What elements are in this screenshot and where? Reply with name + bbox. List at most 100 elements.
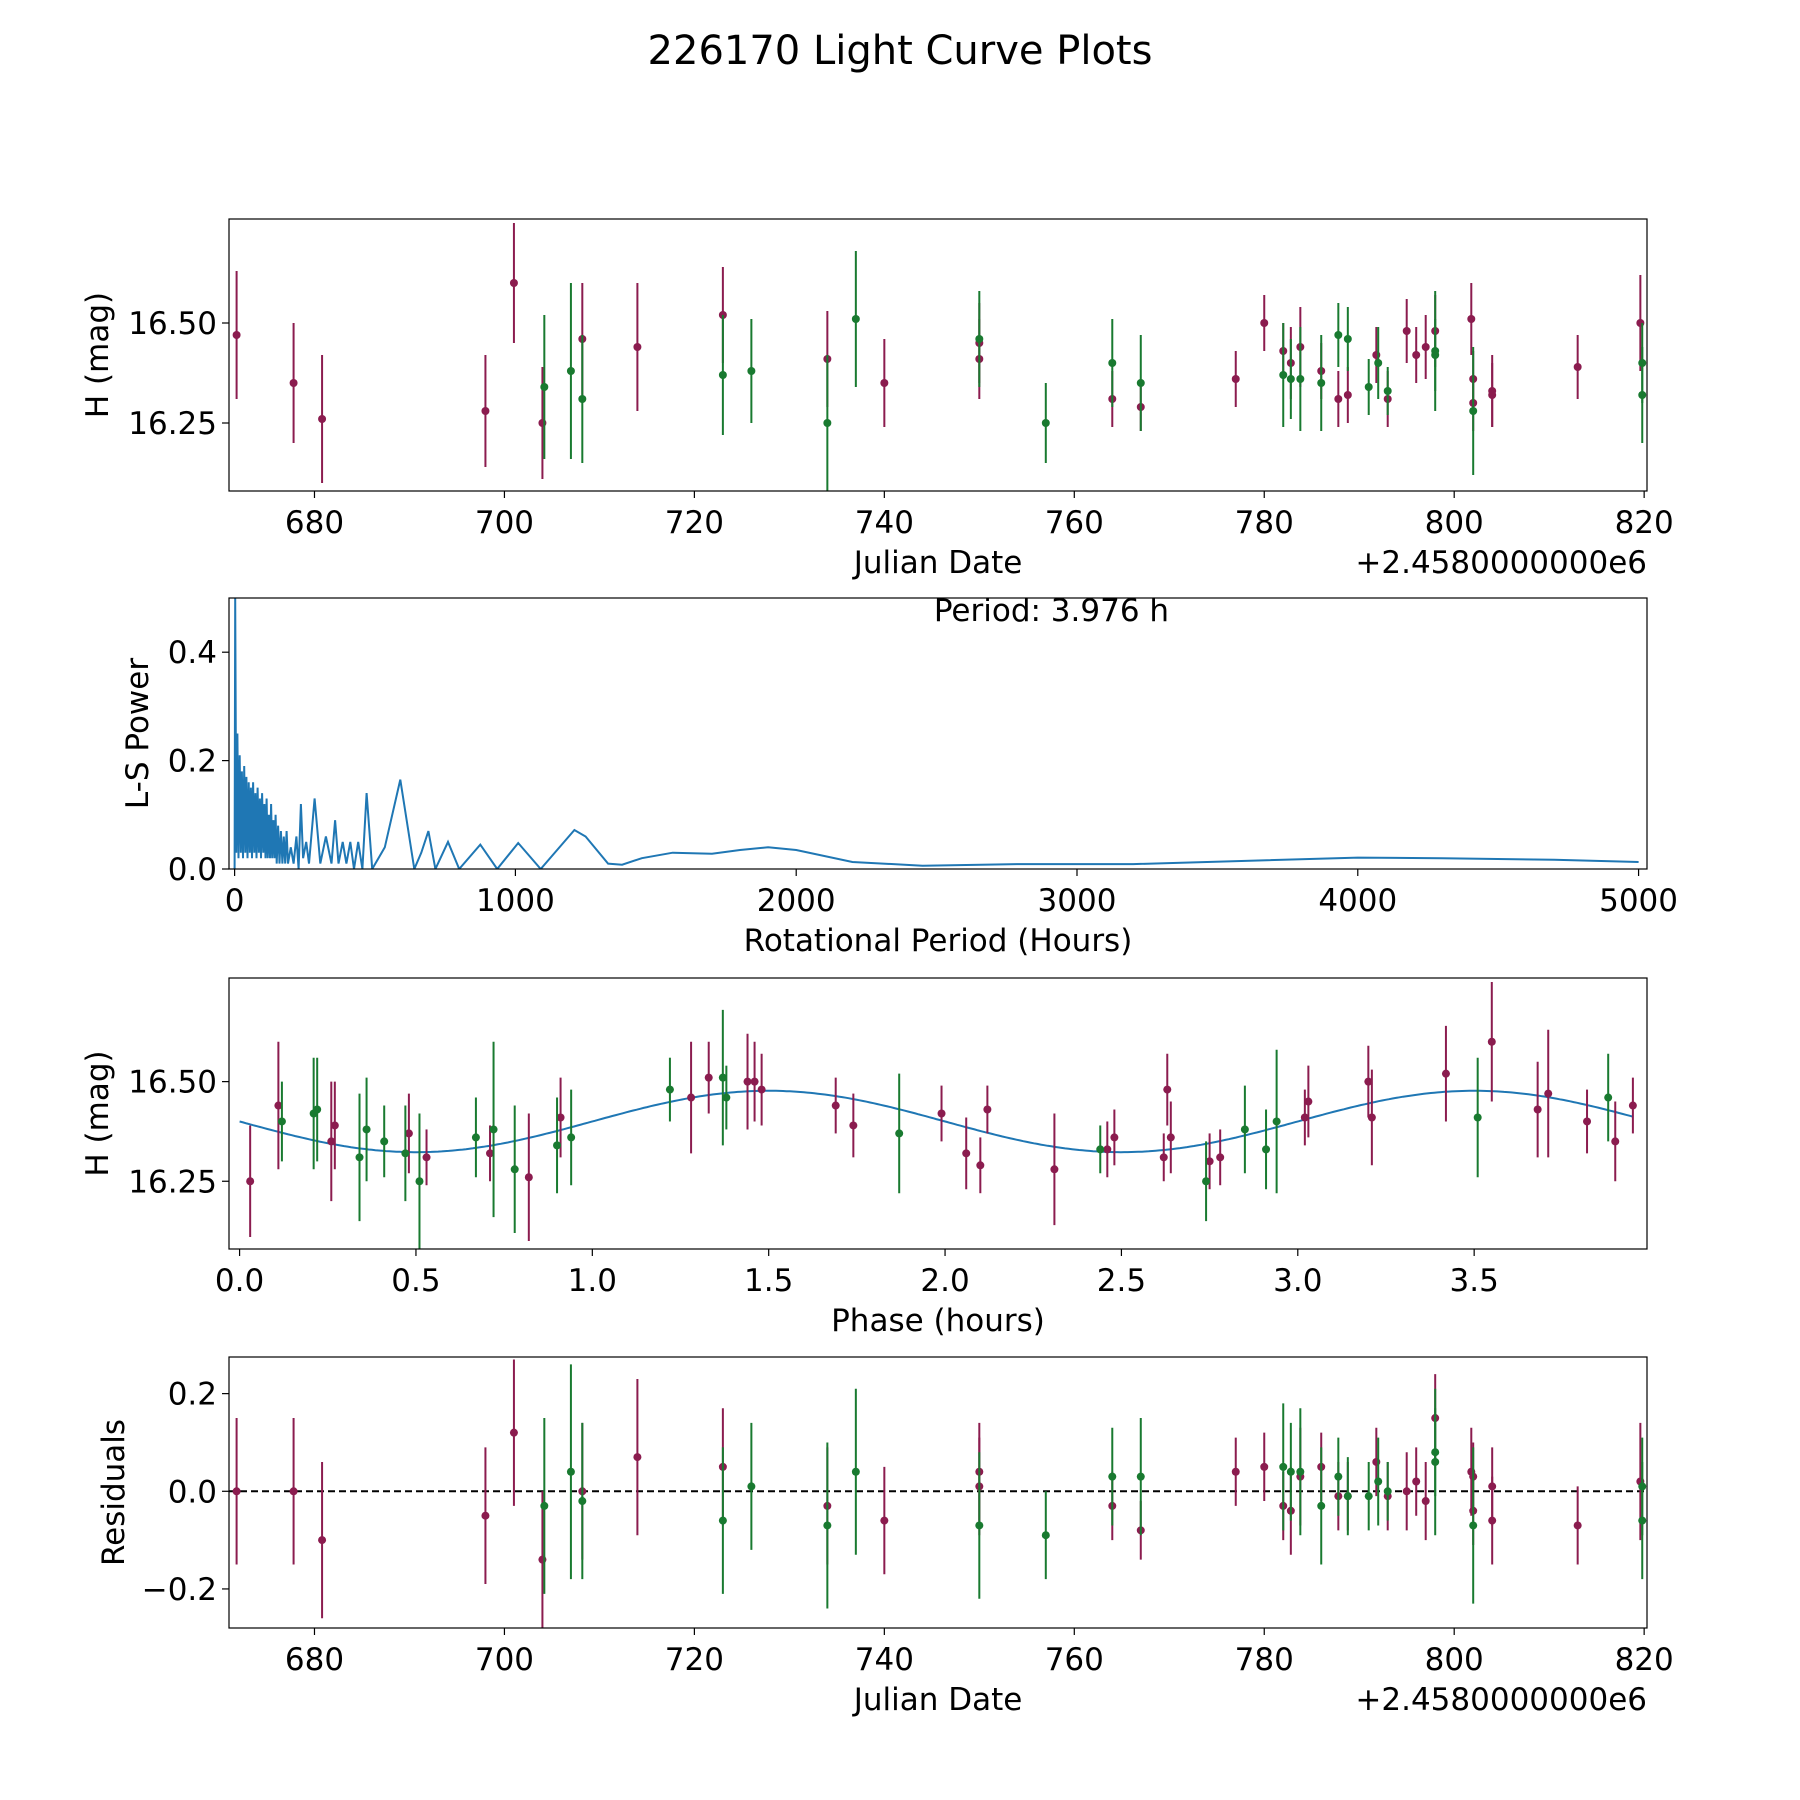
data-point-maroon bbox=[757, 1053, 766, 1126]
data-point-maroon bbox=[422, 1129, 431, 1186]
data-marker bbox=[1136, 1472, 1145, 1481]
data-marker bbox=[232, 1487, 241, 1496]
data-point-green bbox=[851, 1388, 860, 1555]
data-point-green bbox=[1469, 347, 1478, 475]
data-point-maroon bbox=[1050, 1113, 1059, 1226]
data-point-green bbox=[1343, 307, 1352, 371]
data-marker bbox=[1628, 1101, 1637, 1110]
data-point-green bbox=[578, 335, 587, 463]
data-point-maroon bbox=[1110, 1109, 1119, 1166]
y-tick-label: −0.2 bbox=[142, 1572, 217, 1608]
data-marker bbox=[556, 1113, 565, 1122]
data-point-green bbox=[1431, 1388, 1440, 1536]
data-marker bbox=[481, 1511, 490, 1520]
data-point-maroon bbox=[1488, 1447, 1497, 1526]
x-axis-label: Julian Date bbox=[852, 545, 1023, 581]
data-marker bbox=[1041, 1531, 1050, 1540]
axes-frame bbox=[228, 977, 1648, 1250]
data-marker bbox=[566, 367, 575, 375]
data-point-maroon bbox=[1583, 1089, 1592, 1154]
x-tick-label: 1000 bbox=[476, 883, 555, 919]
periodogram-line bbox=[233, 598, 1639, 869]
data-point-green bbox=[1374, 1437, 1383, 1526]
data-point-maroon bbox=[1103, 1121, 1112, 1178]
y-axis-label: H (mag) bbox=[80, 1050, 116, 1176]
subplot-3: 0.0 0.5 1.0 1.5 2.0 2.5 3.0 3.5 16.25 16.50 Phase … bbox=[80, 977, 1648, 1339]
data-point-maroon bbox=[1367, 1069, 1376, 1166]
x-tick-label: 780 bbox=[1235, 505, 1294, 541]
data-marker bbox=[983, 1105, 992, 1114]
data-marker bbox=[1096, 1145, 1105, 1154]
data-point-maroon bbox=[1334, 371, 1343, 427]
data-marker bbox=[1050, 1165, 1059, 1174]
x-tick-label: 740 bbox=[855, 505, 914, 541]
data-marker bbox=[1231, 375, 1240, 383]
data-point-maroon bbox=[1166, 1101, 1175, 1174]
data-marker bbox=[1279, 1462, 1288, 1471]
data-marker bbox=[704, 1073, 713, 1082]
data-point-maroon bbox=[880, 1466, 889, 1575]
data-marker bbox=[665, 1085, 674, 1094]
data-point-green bbox=[1469, 1447, 1478, 1604]
x-tick-label: 1.5 bbox=[744, 1263, 793, 1299]
y-tick-label: 0.2 bbox=[168, 1377, 217, 1413]
data-point-green bbox=[1431, 291, 1440, 411]
x-tick-label: 720 bbox=[665, 1642, 724, 1678]
data-point-green bbox=[1383, 367, 1392, 415]
data-point-maroon bbox=[1488, 363, 1497, 427]
data-marker bbox=[1343, 391, 1352, 399]
data-point-maroon bbox=[289, 1418, 298, 1565]
data-marker bbox=[567, 1133, 576, 1142]
data-point-green bbox=[471, 1097, 480, 1178]
data-point-maroon bbox=[246, 1125, 255, 1238]
x-tick-label: 700 bbox=[475, 1642, 534, 1678]
data-marker bbox=[1487, 1037, 1496, 1046]
data-point-maroon bbox=[232, 1418, 241, 1565]
data-marker bbox=[471, 1133, 480, 1142]
data-point-maroon bbox=[1402, 299, 1411, 363]
x-tick-label: 800 bbox=[1425, 505, 1484, 541]
data-point-maroon bbox=[232, 271, 241, 399]
data-point-green bbox=[1108, 1427, 1117, 1526]
data-marker bbox=[540, 383, 549, 391]
data-marker bbox=[1108, 359, 1117, 367]
data-point-maroon bbox=[1364, 1045, 1373, 1118]
data-marker bbox=[1469, 407, 1478, 415]
data-point-maroon bbox=[1300, 1089, 1309, 1146]
x-tick-label: 3000 bbox=[1038, 883, 1117, 919]
data-point-green bbox=[1272, 1049, 1281, 1194]
data-point-maroon bbox=[1573, 335, 1582, 399]
data-point-green bbox=[553, 1097, 562, 1194]
data-marker bbox=[489, 1125, 498, 1134]
data-point-green bbox=[540, 1418, 549, 1594]
data-marker bbox=[1364, 1492, 1373, 1501]
x-tick-label: 3.0 bbox=[1273, 1263, 1322, 1299]
data-point-green bbox=[1364, 1461, 1373, 1531]
data-point-maroon bbox=[1159, 1133, 1168, 1182]
figure-title: 226170 Light Curve Plots bbox=[647, 28, 1153, 74]
data-point-maroon bbox=[1611, 1101, 1620, 1182]
data-marker bbox=[510, 1165, 519, 1174]
data-marker bbox=[481, 407, 490, 415]
data-point-green bbox=[1317, 1447, 1326, 1565]
data-point-maroon bbox=[633, 283, 642, 411]
data-marker bbox=[1296, 375, 1305, 383]
data-point-maroon bbox=[1260, 295, 1269, 351]
data-point-green bbox=[975, 1452, 984, 1599]
data-point-green bbox=[851, 251, 860, 387]
y-tick-label: 16.50 bbox=[128, 306, 217, 342]
plot-area bbox=[239, 981, 1637, 1249]
data-marker bbox=[1573, 363, 1582, 371]
data-marker bbox=[509, 1428, 518, 1437]
data-marker bbox=[404, 1129, 413, 1138]
x-tick-label: 0.0 bbox=[215, 1263, 264, 1299]
data-marker bbox=[1469, 1521, 1478, 1530]
y-tick-label: 0.2 bbox=[168, 744, 217, 780]
data-point-green bbox=[277, 1081, 286, 1162]
data-marker bbox=[1334, 395, 1343, 403]
data-point-maroon bbox=[1573, 1486, 1582, 1565]
y-tick-label: 16.50 bbox=[128, 1065, 217, 1101]
data-marker bbox=[823, 1521, 832, 1530]
x-tick-label: 2.0 bbox=[920, 1263, 969, 1299]
